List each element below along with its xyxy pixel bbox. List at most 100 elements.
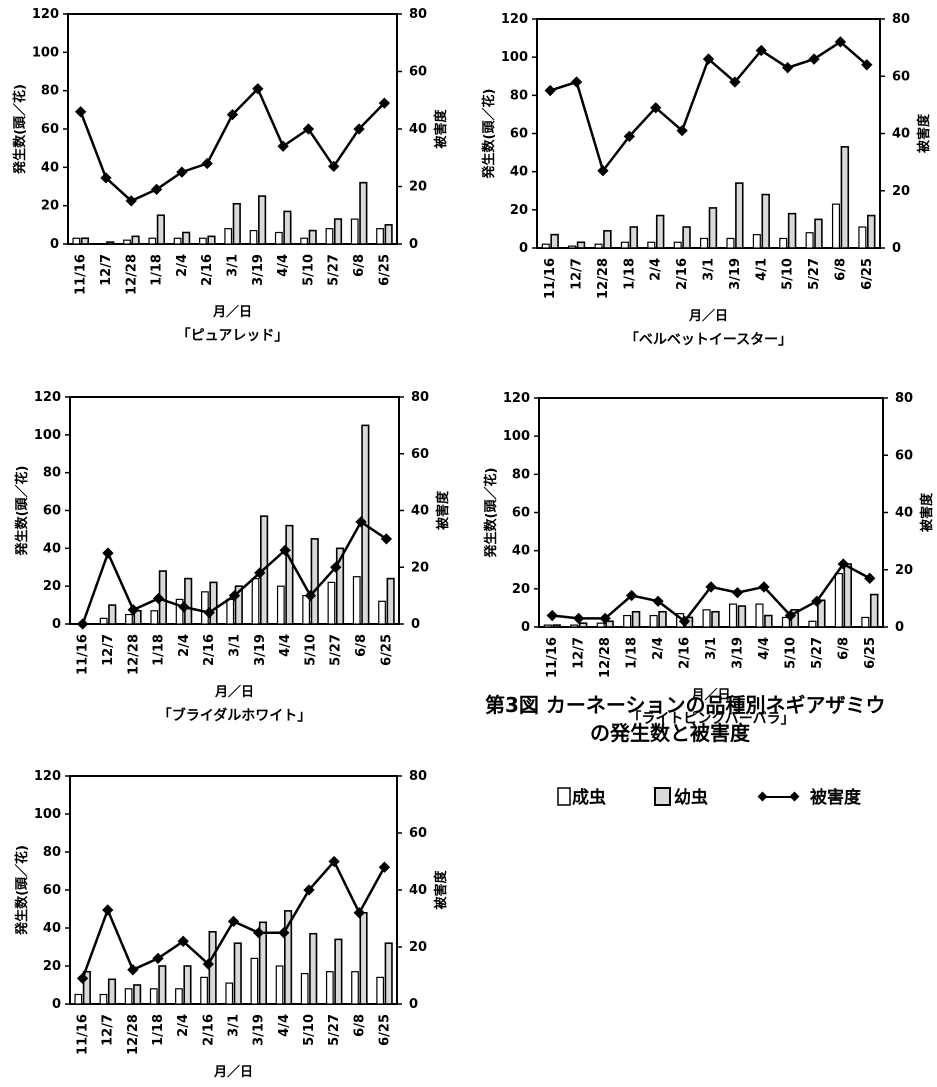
x-tick-label: 5/27 <box>807 258 822 290</box>
bar-larva <box>682 226 691 249</box>
y-left-axis-title: 発生数(頭／花) <box>481 89 497 180</box>
left-tick-label: 20 <box>43 959 61 974</box>
x-tick-label: 6/8 <box>836 637 851 660</box>
bar-adult <box>649 614 658 628</box>
damage-point <box>378 861 391 873</box>
left-tick-label: 20 <box>43 579 61 594</box>
legend-damage-marker <box>757 791 768 802</box>
bar-adult <box>300 972 309 1005</box>
left-tick-label: 0 <box>519 241 528 256</box>
bar-larva <box>133 984 142 1005</box>
bar-larva <box>605 620 614 628</box>
bar-adult <box>327 581 336 625</box>
damage-point <box>304 589 317 602</box>
bar-larva <box>183 965 192 1005</box>
bar-larva <box>840 146 850 249</box>
damage-point <box>102 904 114 916</box>
left-tick-label: 80 <box>43 845 61 860</box>
right-tick-label: 60 <box>895 448 913 463</box>
left-tick-label: 0 <box>50 237 59 252</box>
left-tick-label: 120 <box>34 769 61 784</box>
left-tick-label: 60 <box>510 127 528 142</box>
bar-adult <box>726 237 735 249</box>
bar-adult <box>779 237 788 249</box>
damage-point <box>597 165 609 177</box>
bar-adult <box>149 988 158 1005</box>
bar-larva <box>735 182 744 249</box>
damage-point <box>678 615 691 627</box>
bar-larva <box>869 593 879 628</box>
left-tick-label: 40 <box>43 921 61 936</box>
left-tick-label: 40 <box>41 160 59 175</box>
left-tick-label: 0 <box>52 997 61 1012</box>
damage-point <box>808 53 820 65</box>
right-tick-label: 40 <box>411 504 429 519</box>
legend: 成虫 幼虫 被害度 <box>557 787 862 808</box>
damage-point <box>74 106 87 118</box>
bar-adult <box>275 965 284 1005</box>
left-tick-label: 80 <box>41 84 59 99</box>
bar-adult <box>543 624 552 628</box>
bar-larva <box>603 230 612 249</box>
bar-larva <box>209 581 218 625</box>
bar-larva <box>309 932 318 1005</box>
damage-point <box>176 166 188 178</box>
chart-title: 「ブライダルホワイト」 <box>158 707 311 724</box>
x-tick-label: 11/16 <box>543 258 558 299</box>
x-tick-label: 2/16 <box>678 637 693 669</box>
right-tick-label: 40 <box>409 122 427 137</box>
bar-larva <box>156 214 165 245</box>
bar-larva <box>764 614 773 628</box>
damage-point <box>125 195 137 207</box>
x-tick-label: 5/10 <box>783 637 798 669</box>
damage-point <box>203 606 215 619</box>
bar-adult <box>805 232 814 249</box>
x-tick-label: 12/28 <box>126 1014 141 1055</box>
bar-adult <box>351 971 359 1005</box>
left-tick-label: 80 <box>510 88 528 103</box>
damage-point <box>277 140 289 152</box>
bar-adult <box>124 988 133 1005</box>
bar-larva <box>233 942 242 1005</box>
bar-adult <box>150 610 159 625</box>
bar-larva <box>283 210 292 245</box>
x-axis-title: 月／日 <box>213 1064 253 1080</box>
bar-adult <box>623 614 632 628</box>
bar-larva <box>576 241 586 249</box>
damage-point <box>202 958 215 970</box>
right-tick-label: 80 <box>892 12 910 27</box>
x-tick-label: 2/4 <box>651 637 666 660</box>
bar-larva <box>814 218 823 249</box>
plot-frame <box>538 397 884 628</box>
bar-larva <box>658 610 667 628</box>
bar-adult <box>858 226 867 249</box>
right-tick-label: 60 <box>409 65 427 80</box>
bar-adult <box>781 616 790 628</box>
damage-point <box>178 601 190 613</box>
bar-larva <box>737 605 747 628</box>
bar-adult <box>834 572 843 628</box>
bar-adult <box>249 229 258 245</box>
x-tick-label: 11/16 <box>545 637 560 678</box>
left-tick-label: 0 <box>52 617 61 632</box>
bar-larva <box>867 214 876 249</box>
damage-line <box>79 86 386 203</box>
x-tick-label: 3/19 <box>253 634 268 666</box>
left-tick-label: 120 <box>34 390 61 405</box>
right-tick-label: 20 <box>895 563 913 578</box>
damage-point <box>758 581 770 593</box>
x-tick-label: 3/19 <box>251 254 266 286</box>
damage-point <box>355 516 367 528</box>
damage-point <box>811 595 823 607</box>
bar-larva <box>787 212 797 249</box>
bar-adult <box>352 576 361 625</box>
x-tick-label: 3/1 <box>228 634 243 657</box>
bar-larva <box>384 224 393 245</box>
x-tick-label: 12/7 <box>570 258 585 290</box>
damage-point <box>864 572 876 584</box>
damage-point <box>252 927 265 939</box>
damage-point <box>623 130 636 143</box>
damage-point <box>279 544 291 556</box>
x-tick-label: 2/16 <box>202 634 217 666</box>
damage-point <box>353 907 365 919</box>
